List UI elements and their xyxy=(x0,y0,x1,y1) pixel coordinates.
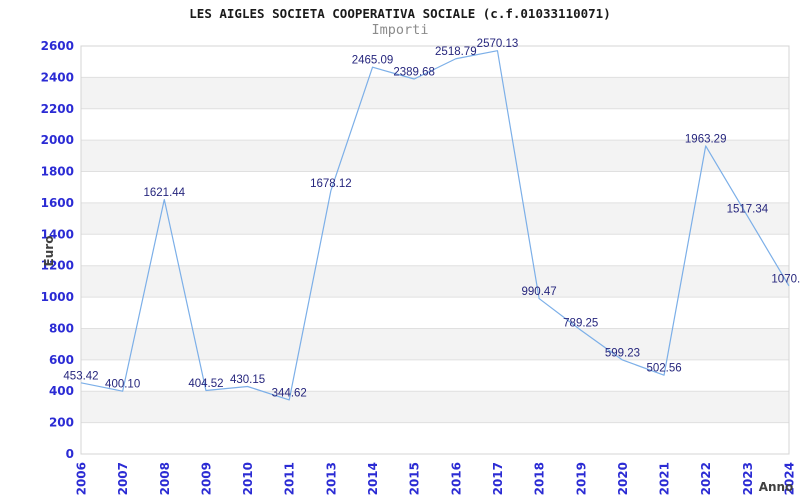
y-tick-labels: 0 200 400 600 800 1000 1200 1400 1600 1800 2000 220… xyxy=(41,39,74,461)
y-tick-label: 800 xyxy=(49,321,74,335)
x-tick-label: 2019 xyxy=(574,462,588,495)
x-tick-label: 2021 xyxy=(658,462,672,495)
y-tick-label: 0 xyxy=(66,447,74,461)
x-tick-label: 2007 xyxy=(116,462,130,495)
point-label: 1621.44 xyxy=(144,187,186,199)
x-tick-label: 2006 xyxy=(75,462,89,495)
x-tick-label: 2023 xyxy=(741,462,755,495)
plot-band xyxy=(81,140,789,172)
x-tick-label: 2018 xyxy=(533,462,547,495)
point-label: 1517.34 xyxy=(727,203,769,215)
plot-band xyxy=(81,422,789,454)
point-label: 2465.09 xyxy=(352,55,394,67)
y-tick-label: 600 xyxy=(49,353,74,367)
point-label: 1070.7 xyxy=(771,273,800,285)
x-tick-label: 2011 xyxy=(283,462,297,495)
plot-band xyxy=(81,297,789,329)
point-label: 599.23 xyxy=(605,347,640,359)
point-label: 1963.29 xyxy=(685,133,727,145)
x-tick-label: 2020 xyxy=(616,462,630,495)
y-tick-label: 1000 xyxy=(41,290,74,304)
x-tick-label: 2009 xyxy=(199,462,213,495)
plot-band xyxy=(81,202,789,235)
y-tick-label: 2400 xyxy=(41,70,74,84)
plot-gridlines xyxy=(81,76,789,424)
x-tick-labels: 2006 2007 2008 2009 2010 2011 2013 2014 2015 2016… xyxy=(75,462,797,495)
x-axis-title: Anno xyxy=(759,480,794,494)
point-label: 404.52 xyxy=(188,378,223,390)
y-tick-label: 1600 xyxy=(41,196,74,210)
point-label: 789.25 xyxy=(563,318,598,330)
point-label: 2570.13 xyxy=(477,38,519,50)
x-tick-label: 2022 xyxy=(699,462,713,495)
y-tick-label: 400 xyxy=(49,384,74,398)
chart-subtitle: Importi xyxy=(371,22,429,38)
y-tick-label: 1200 xyxy=(41,259,74,273)
y-tick-label: 1800 xyxy=(41,165,74,179)
y-tick-label: 2000 xyxy=(41,133,74,147)
plot-band xyxy=(81,77,789,109)
point-labels: 453.42 400.10 1621.44 404.52 430.15 344.62 167… xyxy=(63,38,800,399)
y-axis-title: Euro xyxy=(42,236,56,267)
plot-bands xyxy=(81,46,789,454)
point-label: 990.47 xyxy=(522,286,557,298)
series-line xyxy=(80,50,790,401)
point-label: 2389.68 xyxy=(393,67,435,79)
x-tick-label: 2016 xyxy=(449,462,463,495)
plot-band xyxy=(81,359,789,392)
y-tick-label: 2600 xyxy=(41,39,74,53)
point-label: 1678.12 xyxy=(310,178,352,190)
point-label: 2518.79 xyxy=(435,46,477,58)
point-label: 430.15 xyxy=(230,374,265,386)
plot-band xyxy=(81,46,789,78)
x-tick-label: 2014 xyxy=(366,462,380,495)
y-tick-label: 1400 xyxy=(41,227,74,241)
plot-band xyxy=(81,328,789,360)
x-tick-label: 2024 xyxy=(783,462,797,495)
chart-title: LES AIGLES SOCIETA COOPERATIVA SOCIALE (… xyxy=(189,6,611,21)
y-tick-label: 2200 xyxy=(41,102,74,116)
plot-band xyxy=(81,265,789,298)
plot-band xyxy=(81,171,789,203)
point-label: 344.62 xyxy=(272,387,307,399)
plot-band xyxy=(81,391,789,423)
point-label: 502.56 xyxy=(646,363,681,375)
y-tick-label: 200 xyxy=(49,416,74,430)
point-label: 453.42 xyxy=(63,370,98,382)
plot-border xyxy=(80,45,790,455)
plot-band xyxy=(81,108,789,141)
point-label: 400.10 xyxy=(105,379,140,391)
plot-band xyxy=(81,234,789,266)
x-tick-label: 2015 xyxy=(408,462,422,495)
x-tick-label: 2017 xyxy=(491,462,505,495)
x-tick-label: 2013 xyxy=(324,462,338,495)
x-tick-label: 2008 xyxy=(158,462,172,495)
x-tick-label: 2010 xyxy=(241,462,255,495)
